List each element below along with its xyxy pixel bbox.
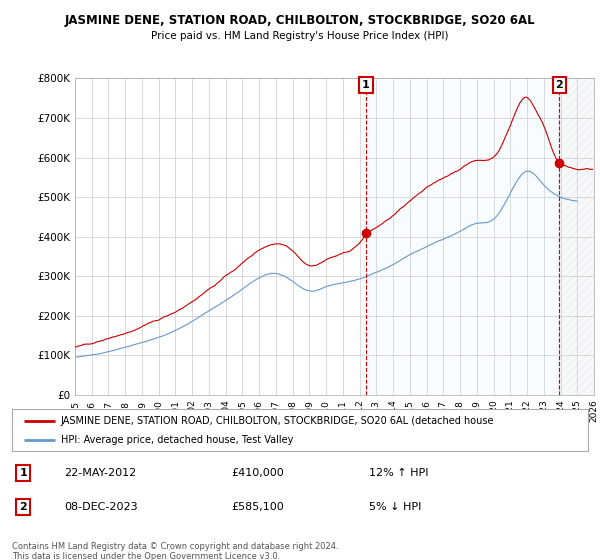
Bar <box>366 78 559 395</box>
Bar <box>559 78 594 395</box>
Text: £410,000: £410,000 <box>231 468 284 478</box>
Text: £585,100: £585,100 <box>231 502 284 512</box>
Text: 2: 2 <box>556 80 563 90</box>
Text: Contains HM Land Registry data © Crown copyright and database right 2024.
This d: Contains HM Land Registry data © Crown c… <box>12 542 338 560</box>
Text: 1: 1 <box>19 468 27 478</box>
Text: 2: 2 <box>19 502 27 512</box>
Text: 22-MAY-2012: 22-MAY-2012 <box>64 468 136 478</box>
Text: Price paid vs. HM Land Registry's House Price Index (HPI): Price paid vs. HM Land Registry's House … <box>151 31 449 41</box>
Text: 5% ↓ HPI: 5% ↓ HPI <box>369 502 421 512</box>
Text: JASMINE DENE, STATION ROAD, CHILBOLTON, STOCKBRIDGE, SO20 6AL (detached house: JASMINE DENE, STATION ROAD, CHILBOLTON, … <box>61 416 494 426</box>
Text: 08-DEC-2023: 08-DEC-2023 <box>64 502 137 512</box>
Text: HPI: Average price, detached house, Test Valley: HPI: Average price, detached house, Test… <box>61 435 293 445</box>
Text: JASMINE DENE, STATION ROAD, CHILBOLTON, STOCKBRIDGE, SO20 6AL: JASMINE DENE, STATION ROAD, CHILBOLTON, … <box>65 14 535 27</box>
Text: 12% ↑ HPI: 12% ↑ HPI <box>369 468 428 478</box>
Text: 1: 1 <box>362 80 370 90</box>
